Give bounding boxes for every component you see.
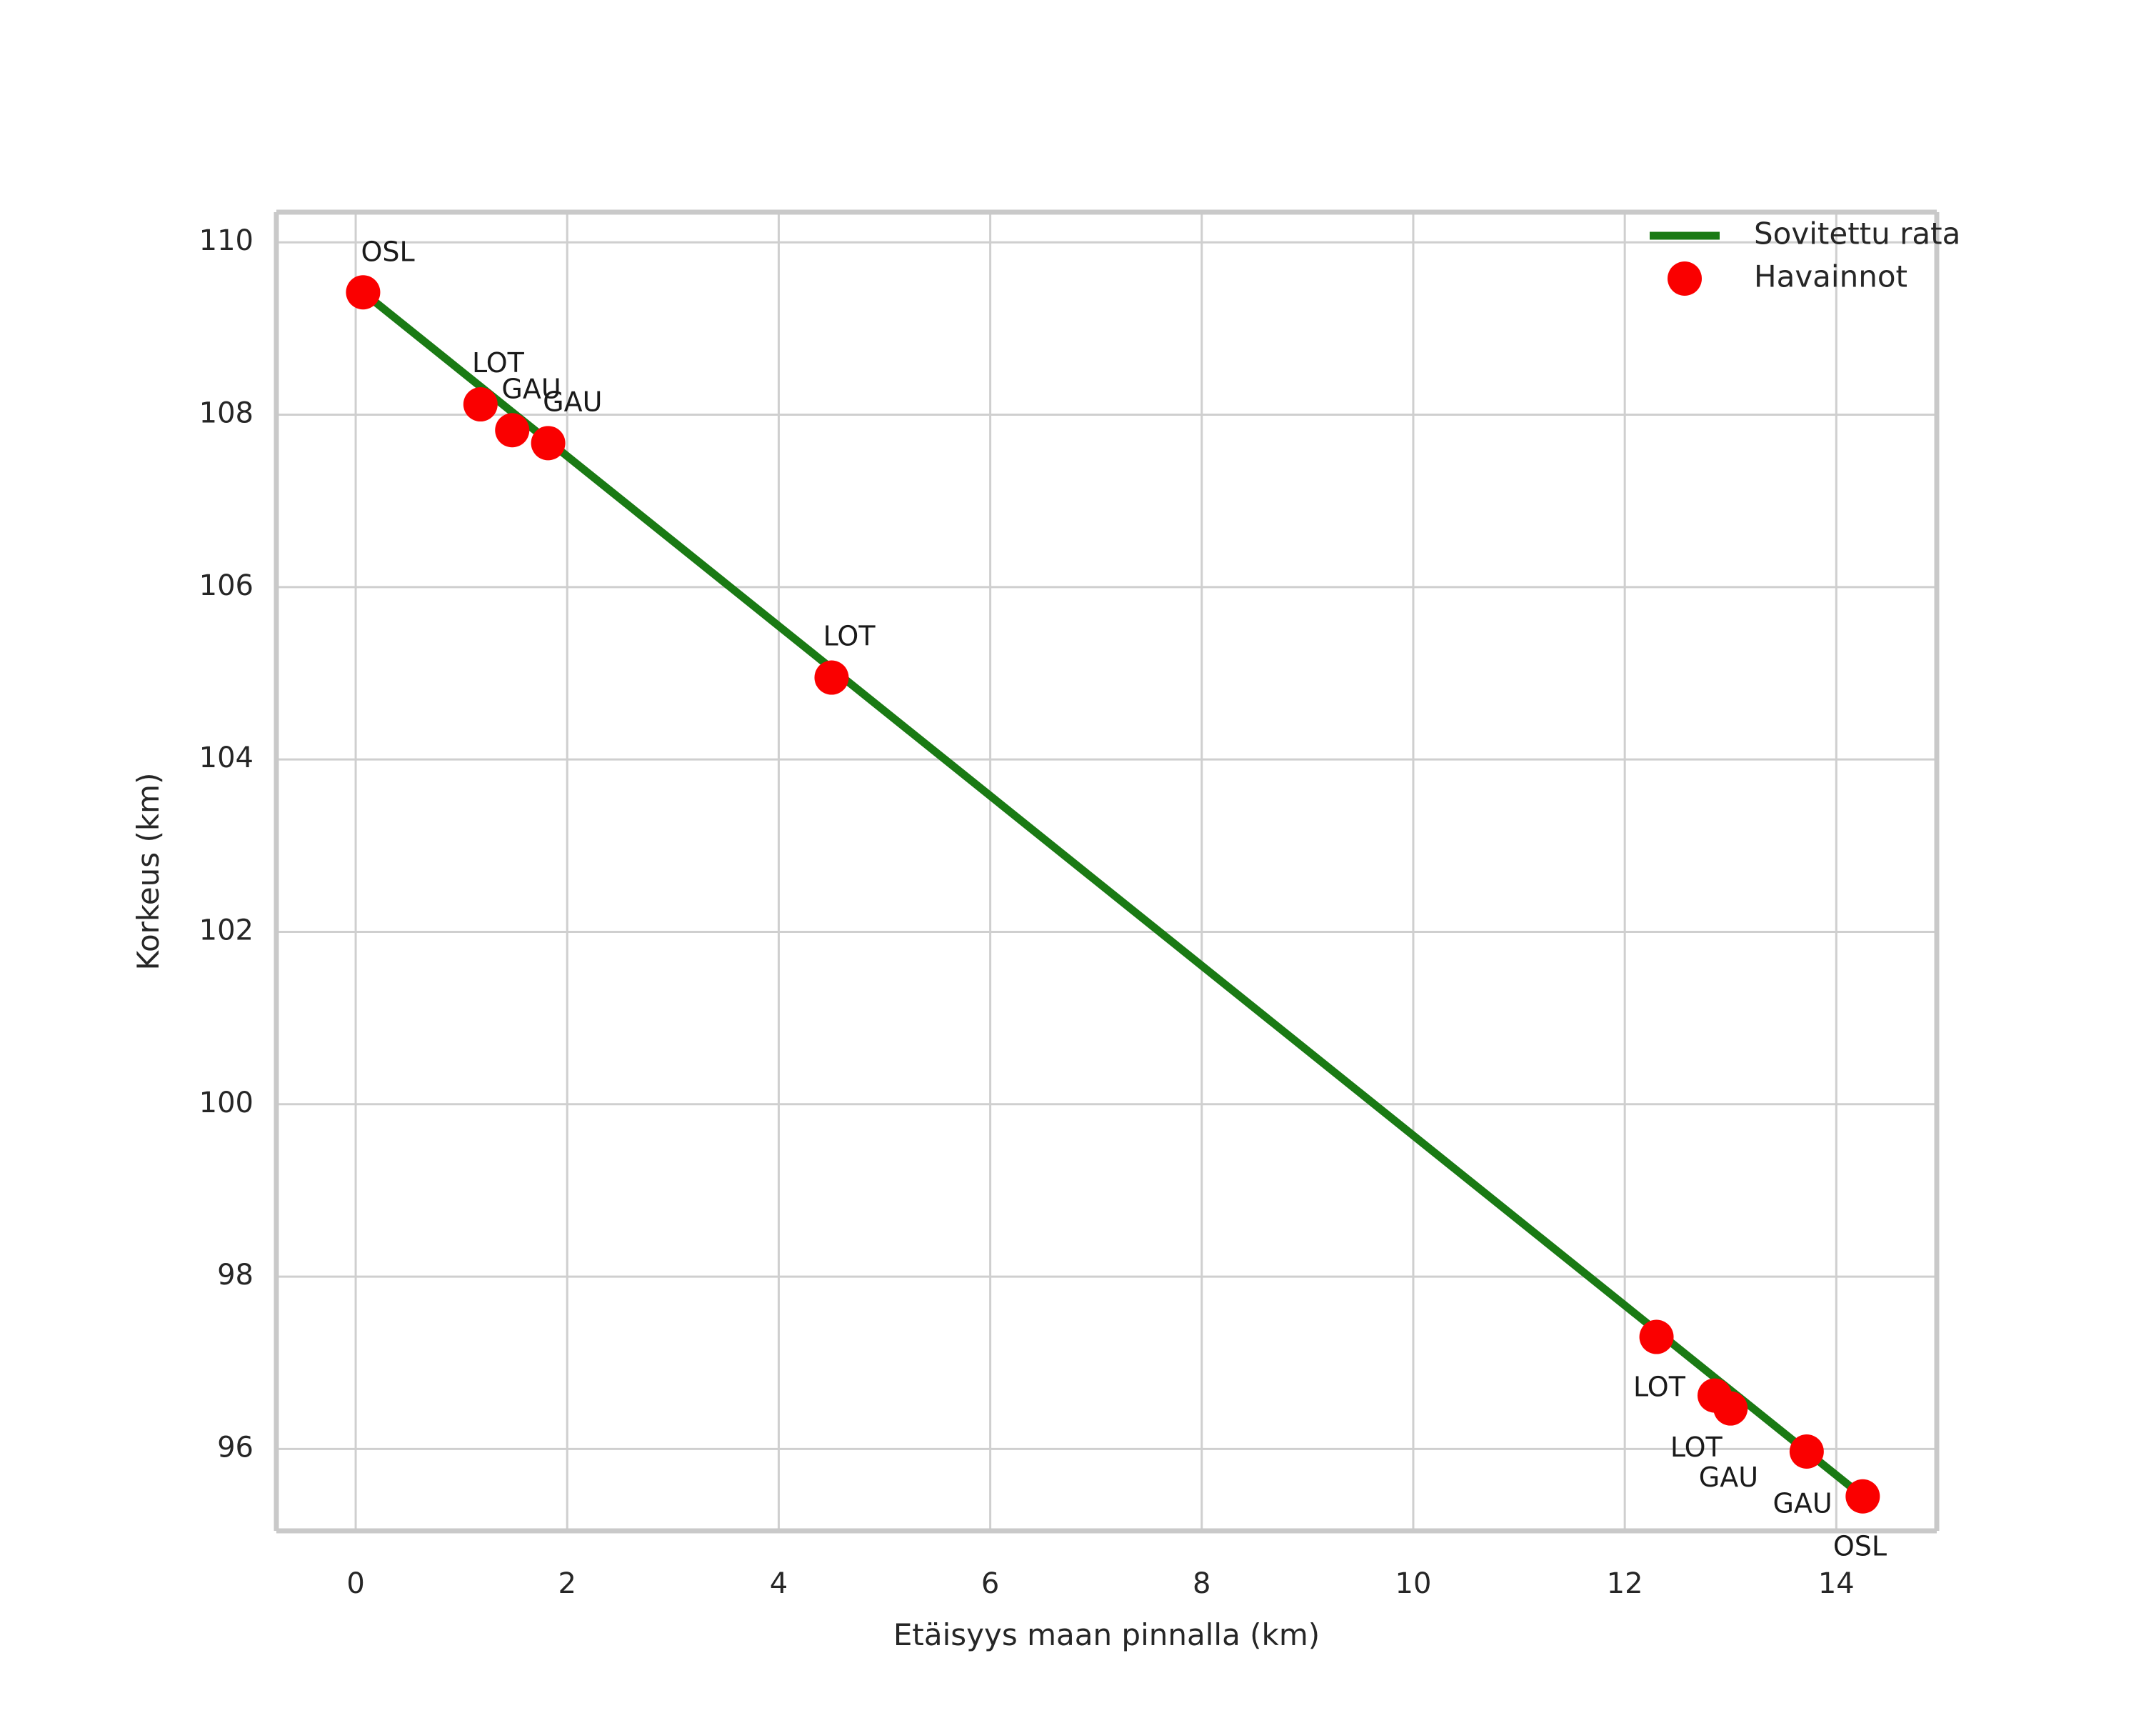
observation-point-gau-7 — [1713, 1391, 1748, 1426]
point-label-3: GAU — [543, 386, 602, 417]
observation-points — [346, 275, 1880, 1514]
x-tick-label-7: 14 — [1818, 1567, 1855, 1600]
fitted-trajectory-line — [359, 288, 1867, 1501]
point-label-2: GAU — [501, 373, 561, 404]
point-label-0: OSL — [361, 236, 414, 267]
x-tick-label-1: 2 — [558, 1567, 576, 1600]
axes-spines — [274, 209, 1940, 1534]
legend-marker-swatch — [1668, 261, 1702, 296]
observation-point-osl-9 — [1845, 1479, 1880, 1514]
y-axis-title: Korkeus (km) — [131, 773, 166, 971]
observation-point-lot-1 — [463, 387, 498, 422]
y-tick-label-2: 100 — [199, 1087, 254, 1119]
observation-point-gau-2 — [495, 413, 530, 448]
x-tick-label-5: 10 — [1395, 1567, 1432, 1600]
x-tick-label-0: 0 — [346, 1567, 364, 1600]
observation-point-gau-3 — [531, 426, 566, 461]
fitted-line-path — [359, 288, 1867, 1501]
x-axis-title: Etäisyys maan pinnalla (km) — [893, 1617, 1320, 1652]
plot-area-background — [276, 212, 1937, 1531]
point-label-7: GAU — [1699, 1462, 1758, 1493]
point-label-1: LOT — [472, 347, 525, 379]
observation-point-gau-8 — [1789, 1434, 1824, 1469]
observation-point-osl-0 — [346, 275, 381, 310]
y-tick-label-7: 110 — [199, 224, 254, 257]
point-label-8: GAU — [1773, 1487, 1832, 1519]
legend-label-0: Sovitettu rata — [1754, 216, 1960, 251]
point-label-4: LOT — [823, 621, 876, 652]
point-label-6: LOT — [1670, 1432, 1723, 1463]
y-axis-tick-labels: 96 98 100 102 104 106 108 110 — [199, 224, 254, 1464]
y-tick-label-5: 106 — [199, 569, 254, 602]
x-tick-label-4: 8 — [1193, 1567, 1210, 1600]
gridlines — [276, 212, 1937, 1531]
x-tick-label-3: 6 — [981, 1567, 999, 1600]
y-tick-label-0: 96 — [217, 1431, 254, 1464]
legend-label-1: Havainnot — [1754, 259, 1907, 294]
point-label-9: OSL — [1833, 1531, 1887, 1562]
y-tick-label-1: 98 — [217, 1259, 254, 1292]
y-tick-label-6: 108 — [199, 397, 254, 430]
chart-legend: Sovitettu rata Havainnot — [1650, 216, 1960, 296]
y-tick-label-3: 102 — [199, 914, 254, 947]
x-axis-tick-labels: 0 2 4 6 8 10 12 14 — [346, 1567, 1854, 1600]
observation-point-lot-4 — [814, 660, 849, 695]
point-label-5: LOT — [1633, 1371, 1686, 1402]
observation-point-lot-5 — [1639, 1319, 1674, 1354]
x-tick-label-6: 12 — [1607, 1567, 1643, 1600]
x-tick-label-2: 4 — [770, 1567, 788, 1600]
y-tick-label-4: 104 — [199, 741, 254, 774]
